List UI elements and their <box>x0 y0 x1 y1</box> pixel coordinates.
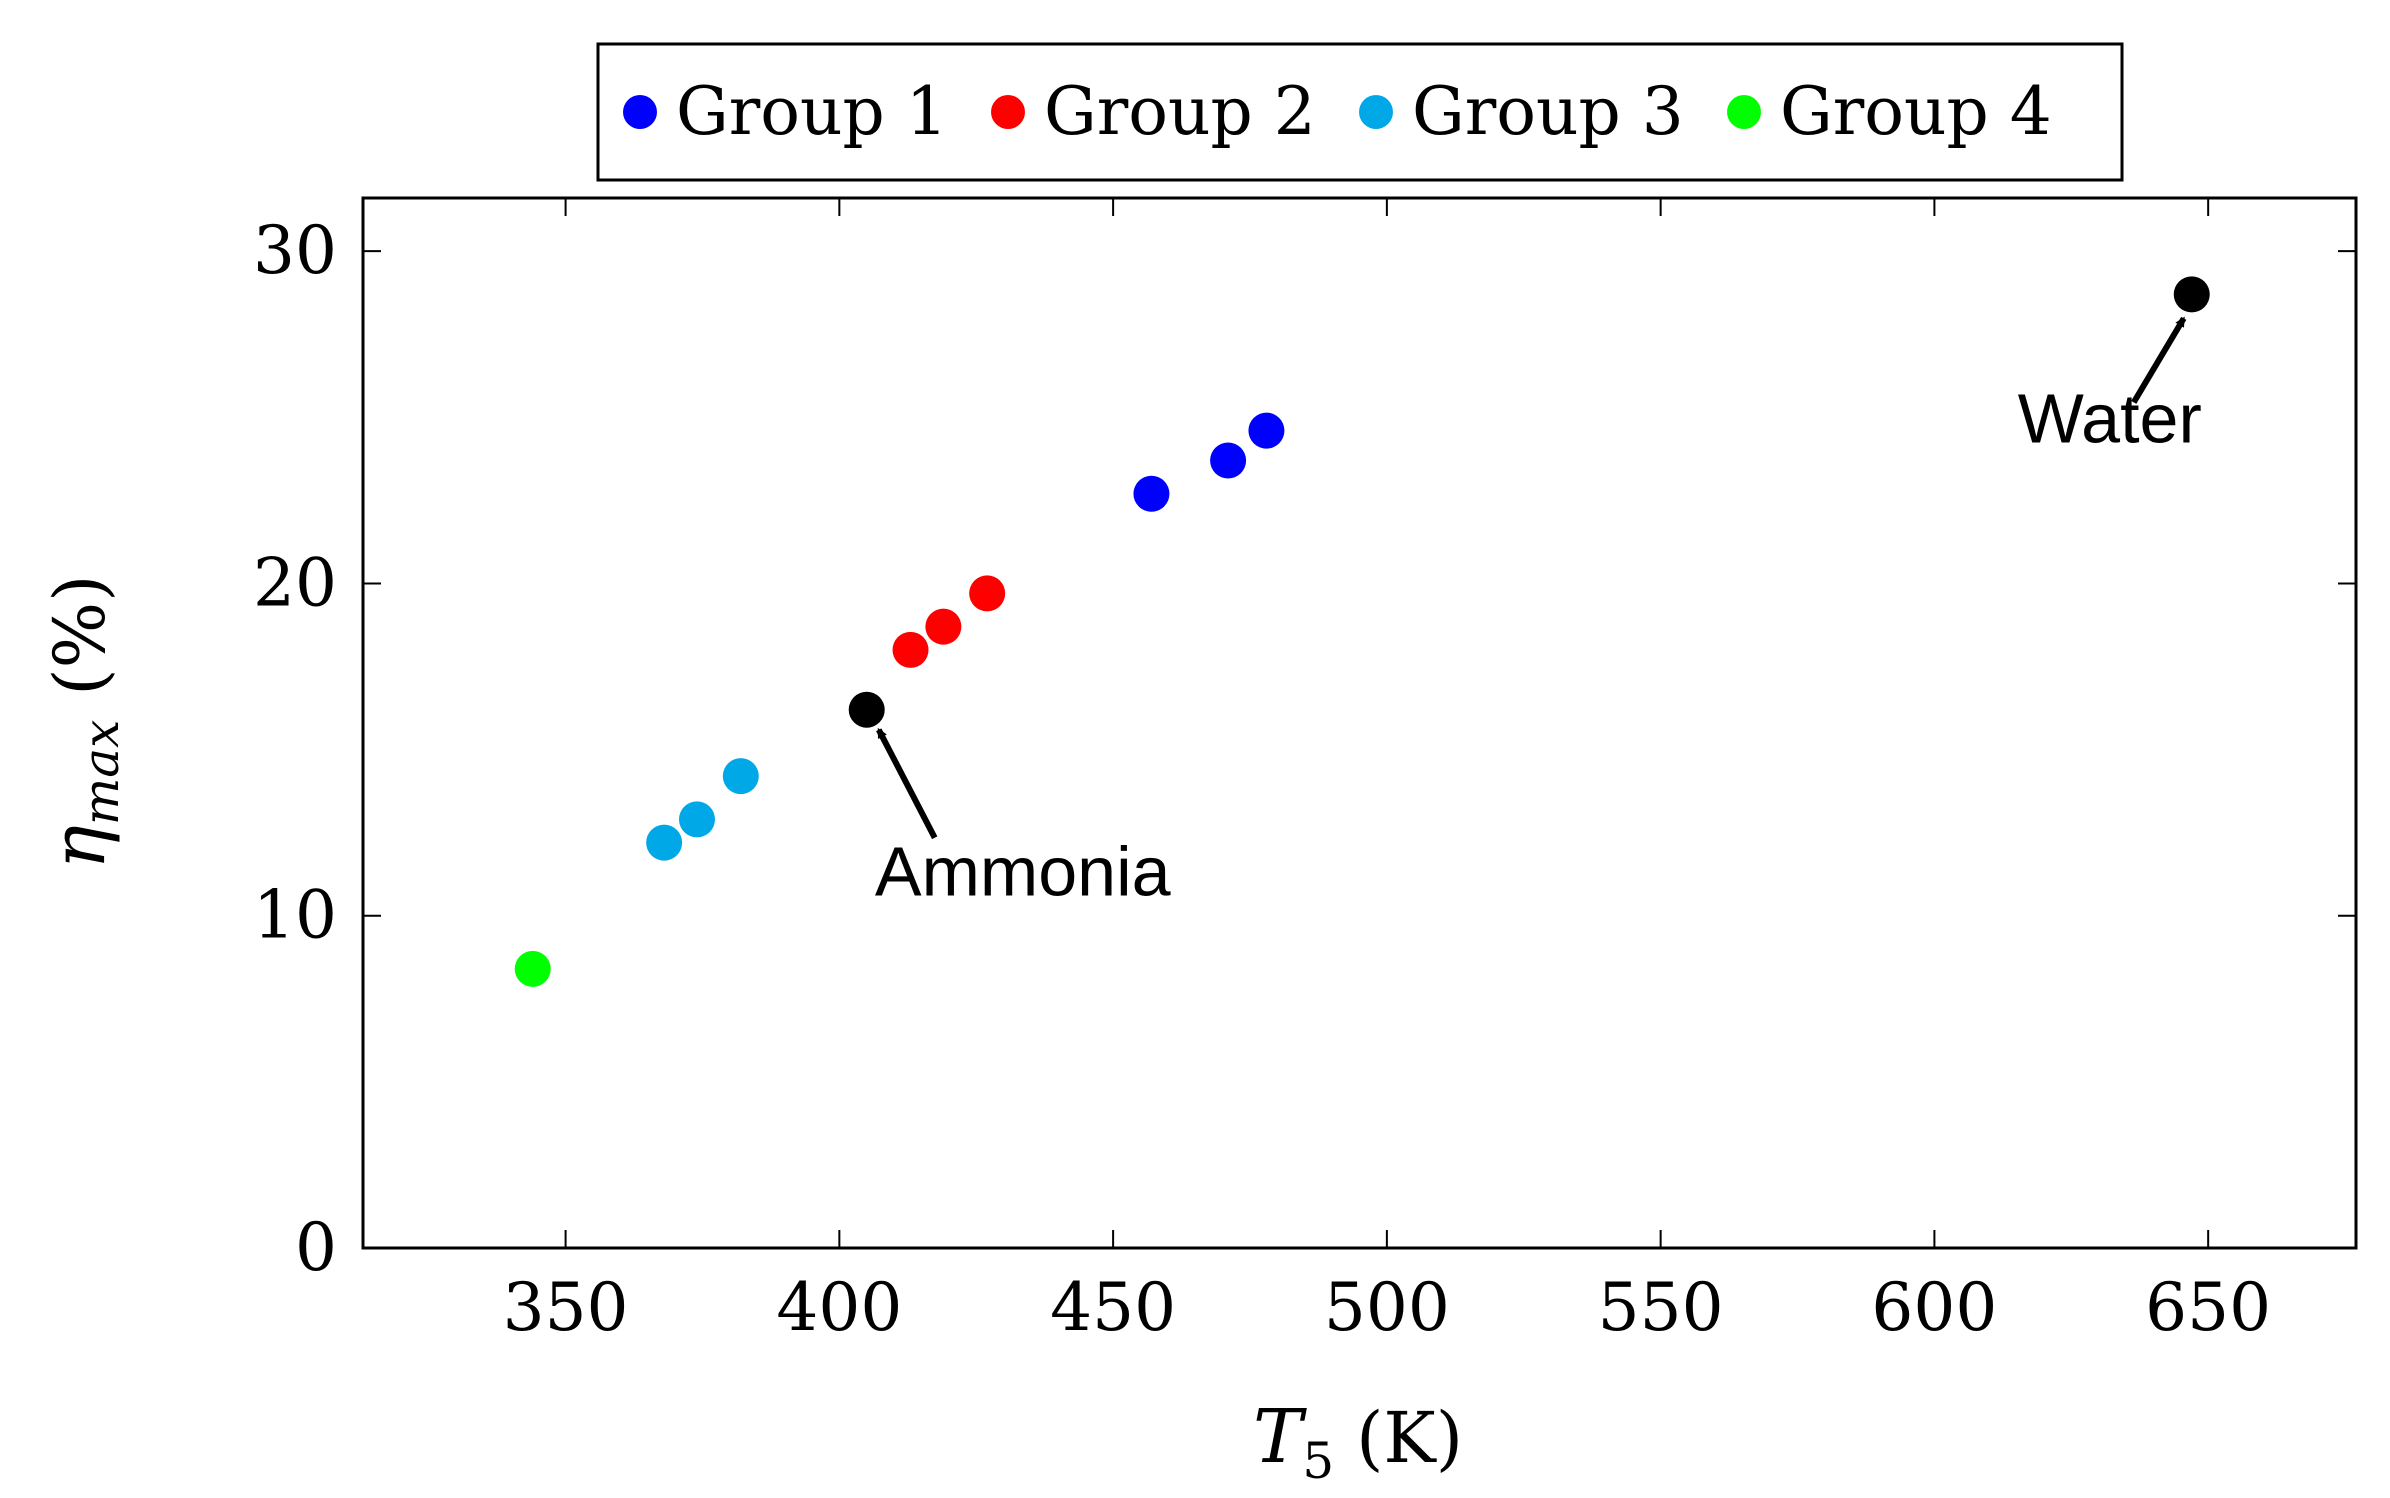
svg-text:T5(K): T5 (K) <box>1253 1394 1463 1490</box>
x-tick-label: 500 <box>1324 1269 1450 1346</box>
y-tick-label: 10 <box>253 877 337 954</box>
x-tick-label: 450 <box>1050 1269 1176 1346</box>
y-tick-label: 0 <box>295 1209 337 1286</box>
group-2-point <box>892 631 929 668</box>
x-axis-subscript: 5 <box>1302 1432 1334 1490</box>
y-axis-unit: (%) <box>39 575 121 696</box>
y-axis-subscript: max <box>72 720 130 825</box>
y-tick-label: 20 <box>253 544 337 621</box>
legend-marker-group-1 <box>623 95 657 129</box>
x-axis-unit: (K) <box>1356 1397 1463 1479</box>
ammonia-label: Ammonia <box>875 833 1171 911</box>
legend-label-group-3: Group 3 <box>1412 73 1684 150</box>
legend-label-group-4: Group 4 <box>1780 73 2052 150</box>
svg-text:ηmax(%): ηmax (%) <box>36 575 130 870</box>
x-tick-label: 350 <box>503 1269 629 1346</box>
group-1-point <box>1210 442 1247 479</box>
legend-marker-group-4 <box>1727 95 1761 129</box>
x-axis-symbol: T <box>1253 1394 1307 1480</box>
group-1-point <box>1133 475 1170 512</box>
y-axis-label: ηmax (%) <box>36 575 130 870</box>
x-axis-label: T5 (K) <box>1253 1394 1463 1490</box>
legend-marker-group-3 <box>1359 95 1393 129</box>
legend: Group 1 Group 2 Group 3 Group 4 <box>596 42 2124 182</box>
water-point <box>2173 276 2210 313</box>
x-tick-label: 650 <box>2145 1269 2271 1346</box>
water-label: Water <box>2018 379 2202 457</box>
group-4-point <box>514 950 551 987</box>
legend-label-group-2: Group 2 <box>1044 73 1316 150</box>
x-tick-label: 550 <box>1598 1269 1724 1346</box>
group-2-point <box>969 575 1006 612</box>
ammonia-arrow <box>876 727 938 840</box>
x-tick-label: 400 <box>776 1269 902 1346</box>
y-axis-symbol: η <box>36 825 122 869</box>
plot-frame <box>361 196 2358 1250</box>
x-tick-label: 600 <box>1871 1269 1997 1346</box>
plot-area: 350 400 450 500 550 600 650 0 10 20 30 Ammonia Wat… <box>253 196 2358 1346</box>
group-2-point <box>925 608 962 645</box>
group-1-point <box>1248 412 1285 449</box>
legend-marker-group-2 <box>991 95 1025 129</box>
ammonia-point <box>848 691 885 728</box>
group-3-point <box>678 801 715 838</box>
group-3-point <box>722 758 759 795</box>
water-arrow <box>2131 316 2187 404</box>
legend-label-group-1: Group 1 <box>676 73 948 150</box>
group-3-point <box>646 824 683 861</box>
y-tick-label: 30 <box>253 212 337 289</box>
